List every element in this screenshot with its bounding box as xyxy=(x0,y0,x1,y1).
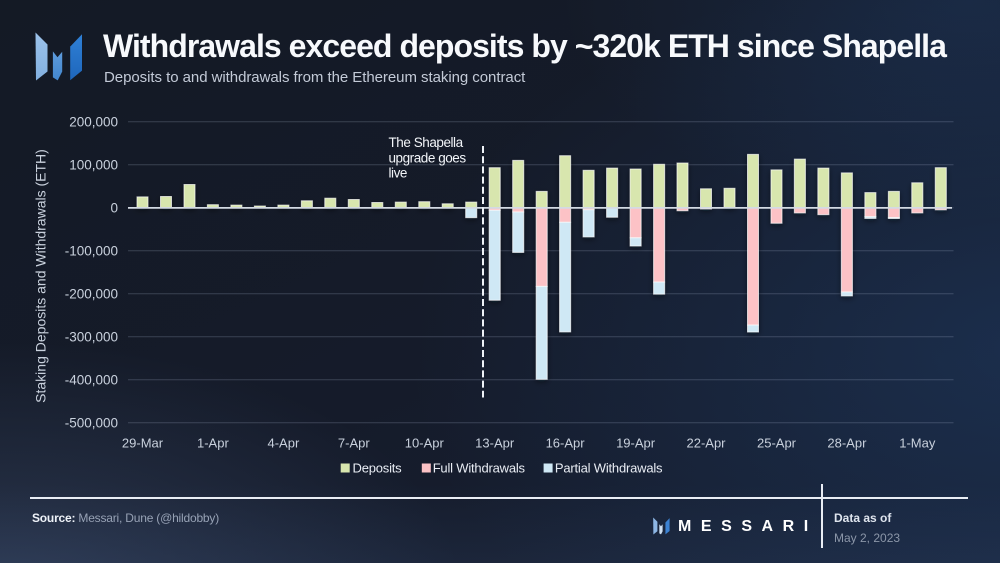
svg-text:22-Apr: 22-Apr xyxy=(686,436,726,451)
svg-text:29-Mar: 29-Mar xyxy=(122,436,164,451)
svg-text:0: 0 xyxy=(110,200,118,215)
svg-text:16-Apr: 16-Apr xyxy=(546,436,586,451)
svg-text:10-Apr: 10-Apr xyxy=(405,436,445,451)
svg-text:Deposits: Deposits xyxy=(353,461,403,476)
svg-text:Staking Deposits and Withdrawa: Staking Deposits and Withdrawals (ETH) xyxy=(33,149,49,403)
svg-text:13-Apr: 13-Apr xyxy=(475,436,515,451)
svg-text:-100,000: -100,000 xyxy=(65,243,118,258)
svg-text:-400,000: -400,000 xyxy=(65,372,118,387)
svg-text:1-May: 1-May xyxy=(899,436,936,451)
svg-text:7-Apr: 7-Apr xyxy=(338,436,370,451)
svg-text:live: live xyxy=(389,166,407,181)
svg-text:200,000: 200,000 xyxy=(69,114,118,129)
svg-text:4-Apr: 4-Apr xyxy=(268,436,300,451)
svg-text:100,000: 100,000 xyxy=(69,157,118,172)
svg-text:-200,000: -200,000 xyxy=(65,286,118,301)
svg-text:-300,000: -300,000 xyxy=(65,329,118,344)
svg-text:-500,000: -500,000 xyxy=(65,415,118,430)
svg-text:19-Apr: 19-Apr xyxy=(616,436,656,451)
svg-text:Partial Withdrawals: Partial Withdrawals xyxy=(555,461,663,476)
svg-text:1-Apr: 1-Apr xyxy=(197,436,229,451)
svg-text:The Shapella: The Shapella xyxy=(389,135,464,150)
svg-text:upgrade goes: upgrade goes xyxy=(389,150,467,165)
svg-text:Full Withdrawals: Full Withdrawals xyxy=(433,461,526,476)
svg-text:25-Apr: 25-Apr xyxy=(757,436,797,451)
svg-text:28-Apr: 28-Apr xyxy=(827,436,867,451)
